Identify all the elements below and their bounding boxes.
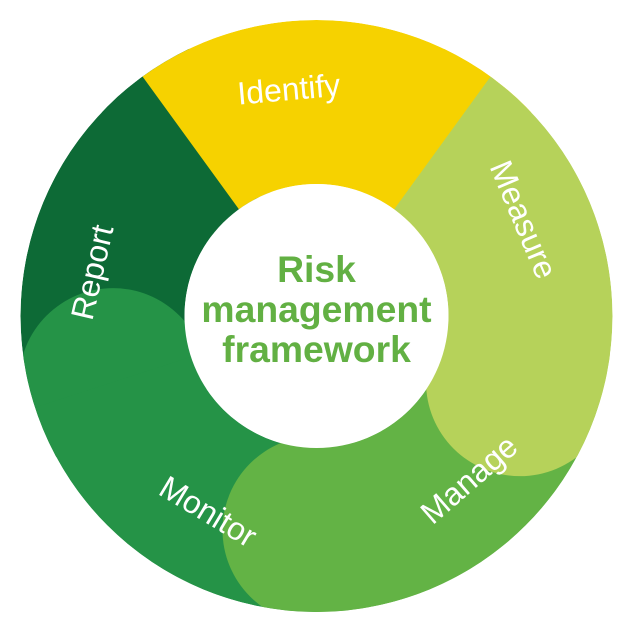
- cycle-svg: RiskmanagementframeworkIdentifyMeasureMa…: [0, 0, 633, 632]
- center-title-line: management: [201, 288, 431, 330]
- center-title-line: Risk: [277, 248, 356, 290]
- risk-cycle-diagram: RiskmanagementframeworkIdentifyMeasureMa…: [0, 0, 633, 632]
- center-title-line: framework: [222, 328, 411, 370]
